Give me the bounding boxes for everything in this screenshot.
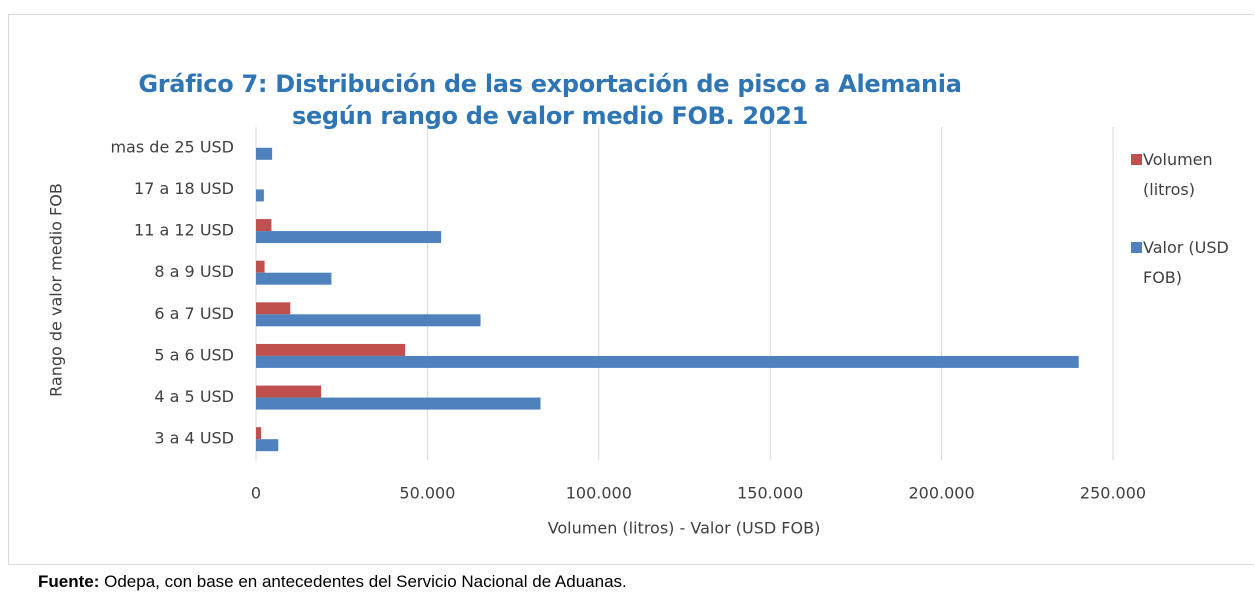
y-tick-label: 11 a 12 USD xyxy=(134,221,234,240)
legend-swatch xyxy=(1131,154,1142,165)
x-tick-label: 50.000 xyxy=(399,484,455,503)
legend-label: Valor (USD FOB) xyxy=(1143,238,1234,287)
legend-label: Volumen (litros) xyxy=(1143,150,1218,199)
y-tick-label: 6 a 7 USD xyxy=(154,304,234,323)
bar xyxy=(256,272,332,285)
bar xyxy=(256,231,442,244)
x-tick-label: 250.000 xyxy=(1080,484,1146,503)
bar xyxy=(256,147,273,160)
chart-title: Gráfico 7: Distribución de las exportaci… xyxy=(138,70,962,130)
x-tick-label: 150.000 xyxy=(737,484,803,503)
footer-text: Odepa, con base en antecedentes del Serv… xyxy=(104,572,627,591)
legend-line: Valor (USD xyxy=(1143,238,1234,257)
bar xyxy=(256,397,541,410)
bar xyxy=(256,260,265,273)
bar xyxy=(256,439,279,452)
x-tick-label: 100.000 xyxy=(566,484,632,503)
bar xyxy=(256,189,264,202)
y-tick-label: 5 a 6 USD xyxy=(154,345,234,364)
legend-line: (litros) xyxy=(1143,180,1195,199)
chart-frame xyxy=(8,14,1254,565)
footer: Fuente: Odepa, con base en antecedentes … xyxy=(38,572,627,592)
bar xyxy=(256,427,262,440)
x-axis-label: Volumen (litros) - Valor (USD FOB) xyxy=(548,519,821,538)
y-tick-label: mas de 25 USD xyxy=(110,137,234,156)
footer-label: Fuente: xyxy=(38,572,100,591)
legend-line: FOB) xyxy=(1143,268,1182,287)
x-tick-label: 0 xyxy=(251,484,261,503)
y-tick-label: 8 a 9 USD xyxy=(154,262,234,281)
y-tick-label: 4 a 5 USD xyxy=(154,387,234,406)
x-tick-label: 200.000 xyxy=(909,484,975,503)
y-tick-label: 17 a 18 USD xyxy=(134,179,234,198)
bar xyxy=(256,385,322,398)
y-axis-label: Rango de valor medio FOB xyxy=(47,183,66,397)
bar xyxy=(256,343,406,356)
bar xyxy=(256,355,1079,368)
y-tick-label: 3 a 4 USD xyxy=(154,429,234,448)
bar xyxy=(256,314,481,327)
bar xyxy=(256,302,291,315)
legend-line: Volumen xyxy=(1143,150,1218,169)
legend-swatch xyxy=(1131,242,1142,253)
bar xyxy=(256,219,272,232)
